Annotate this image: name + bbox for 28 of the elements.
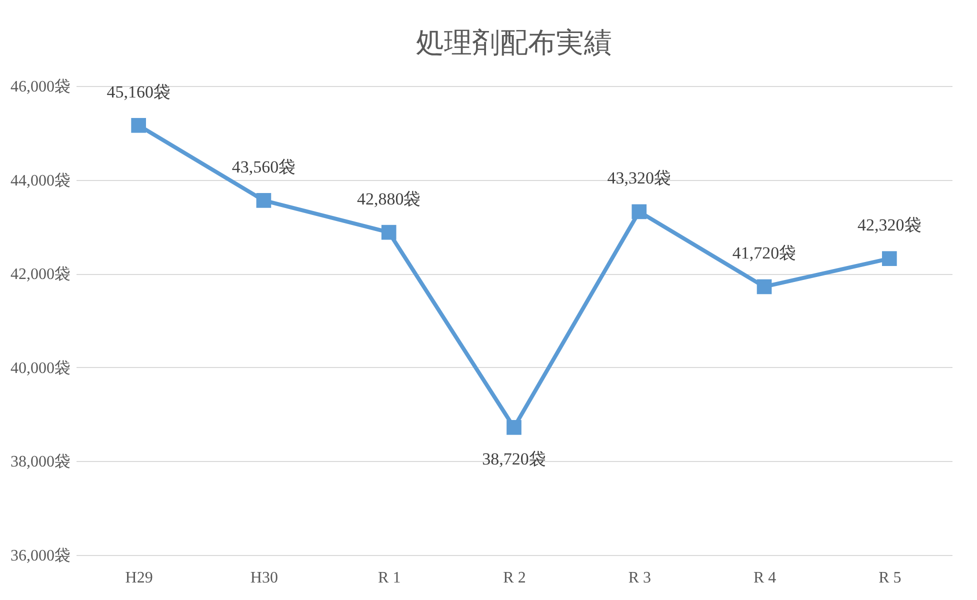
text: 43,560袋 [232,157,296,176]
text: 45,160袋 [106,82,170,102]
point [131,118,146,133]
point [632,204,647,220]
y-tick-label: 46,000袋 [10,78,70,96]
y-tick-label: 38,000袋 [10,454,70,471]
x-tick-label: R 3 [628,570,651,586]
x-tick-label: R 5 [878,570,902,586]
x-tick-label: R 4 [753,570,776,586]
text: 42,880袋 [356,189,421,208]
text: 42,320袋 [858,216,922,235]
y-tick-label: 36,000袋 [10,548,70,564]
point [756,279,772,294]
point [256,193,272,208]
text: 41,720袋 [732,244,796,263]
y-tick-label: 42,000袋 [10,266,70,284]
y-tick-label: 40,000袋 [10,360,70,377]
x-tick-label: R 1 [378,570,401,586]
x-tick-label: R 2 [503,570,526,586]
point [381,224,396,240]
text: 43,320袋 [607,168,672,188]
point [882,251,897,266]
y-tick-label: 44,000袋 [10,172,70,190]
chart-title: 処理剤配布実績 [416,28,612,59]
x-tick-label: H30 [250,570,278,586]
x-tick-label: H29 [125,570,153,586]
text: 38,720袋 [482,449,546,468]
point [506,420,522,435]
